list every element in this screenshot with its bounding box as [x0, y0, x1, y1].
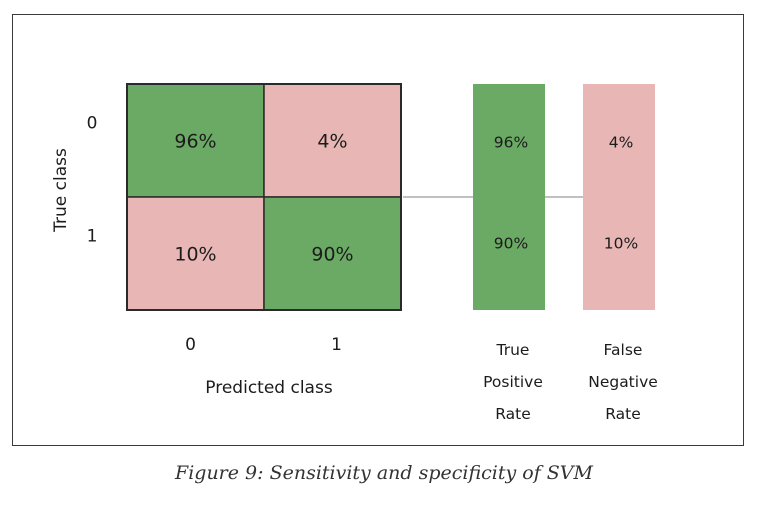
x-tick-label-0: 0 — [185, 335, 196, 355]
rate-label-1-line-1: Negative — [588, 373, 658, 391]
figure-frame — [12, 14, 744, 446]
rate-value-0-1: 90% — [494, 235, 528, 253]
rate-label-0-line-1: Positive — [483, 373, 543, 391]
x-tick-label-1: 1 — [331, 335, 342, 355]
matrix-cell-0-1 — [263, 83, 402, 198]
rate-label-0-line-2: Rate — [495, 405, 531, 423]
x-axis-label: Predicted class — [205, 378, 333, 398]
y-axis-label: True class — [51, 148, 71, 233]
rate-value-1-1: 10% — [604, 235, 638, 253]
confusion-matrix-chart: 96% 4% 10% 90% 0 1 0 1 True class Predicted class… — [51, 83, 658, 423]
y-tick-label-1: 1 — [87, 227, 98, 247]
rate-value-1-0: 4% — [609, 134, 634, 152]
rate-column-1 — [583, 84, 655, 310]
figure-caption: Figure 9: Sensitivity and specificity of… — [175, 462, 593, 484]
rate-value-0-0: 96% — [494, 134, 528, 152]
rate-column-0 — [473, 84, 545, 310]
matrix-border — [126, 83, 402, 311]
matrix-cell-1-1 — [263, 196, 402, 311]
matrix-cell-label-0-1: 4% — [317, 131, 347, 153]
matrix-cell-label-1-1: 90% — [311, 244, 353, 266]
matrix-cell-label-1-0: 10% — [174, 244, 216, 266]
y-tick-label-0: 0 — [87, 114, 98, 134]
rate-label-0-line-0: True — [496, 341, 530, 359]
rate-label-1-line-2: Rate — [605, 405, 641, 423]
rate-label-1-line-0: False — [604, 341, 643, 359]
matrix-cell-label-0-0: 96% — [174, 131, 216, 153]
